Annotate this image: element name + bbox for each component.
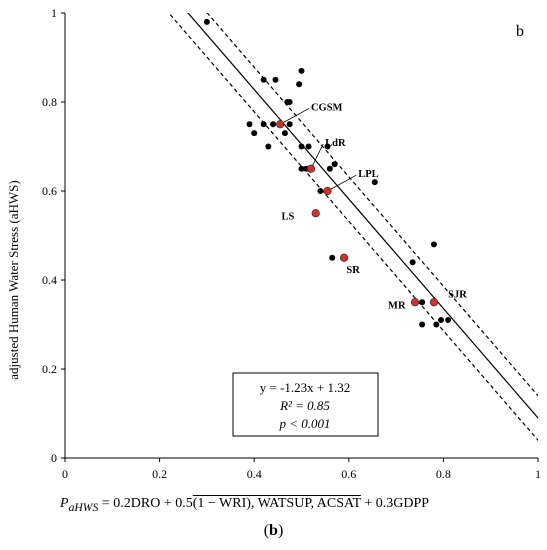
data-point [305, 143, 312, 150]
data-point [433, 321, 440, 328]
r-squared-text: R² = 0.85 [279, 398, 330, 413]
highlighted-point [276, 120, 285, 129]
point-label: LdR [325, 138, 346, 149]
regression-line [187, 13, 538, 419]
data-point [251, 130, 258, 137]
data-point [409, 259, 416, 266]
data-points [203, 18, 452, 328]
lower-band-line [168, 13, 538, 442]
data-point [265, 143, 272, 150]
data-point [326, 165, 333, 172]
point-label: CGSM [311, 102, 343, 113]
scatter-chart: 0 0.2 0.4 0.6 0.8 1 0 0.2 0.4 0.6 0.8 1 adjusted H… [6, 6, 541, 481]
regression-lines [168, 13, 538, 442]
highlighted-point [429, 298, 439, 307]
x-tick-label: 0.8 [436, 467, 451, 481]
point-label: LPL [358, 169, 378, 180]
data-point [324, 143, 331, 150]
panel-label: b [516, 23, 524, 40]
y-tick-label: 0.6 [42, 184, 57, 198]
data-point [272, 76, 279, 83]
data-point [298, 165, 305, 172]
formula-overlined: (1 − WRI), WATSUP, ACSAT [192, 496, 361, 511]
data-point [270, 121, 277, 128]
data-point [331, 161, 338, 168]
point-labels: CGSM LdR LPL LS SR MR SJR [282, 102, 468, 311]
leader-line [280, 108, 310, 125]
leader-line [327, 174, 357, 192]
x-ticks: 0 0.2 0.4 0.6 0.8 1 [62, 458, 541, 481]
label-leader-lines [280, 108, 357, 192]
point-label: SR [346, 265, 360, 276]
data-point [419, 299, 426, 306]
y-axis-label: adjusted Human Water Stress (aHWS) [6, 180, 21, 379]
y-ticks: 0 0.2 0.4 0.6 0.8 1 [42, 6, 65, 465]
data-point [203, 18, 210, 25]
y-tick-label: 0.4 [42, 273, 57, 287]
regression-annotation: y = -1.23x + 1.32 R² = 0.85 p < 0.001 [232, 372, 379, 437]
x-tick-label: 0.2 [152, 467, 167, 481]
data-point [286, 99, 293, 105]
y-tick-label: 0.2 [42, 362, 57, 376]
formula-lhs: P [60, 496, 69, 511]
x-tick-label: 0.4 [247, 467, 262, 481]
data-point [298, 67, 305, 74]
x-tick-label: 0 [62, 467, 68, 481]
equation-text: y = -1.23x + 1.32 [260, 380, 351, 395]
upper-band-line [206, 13, 538, 397]
data-point [286, 121, 293, 128]
data-point [260, 76, 267, 83]
y-tick-label: 0 [51, 451, 57, 465]
highlighted-point [323, 186, 332, 196]
p-value-text: p < 0.001 [278, 416, 330, 431]
formula-lhs-sub: aHWS [68, 500, 99, 514]
y-tick-label: 1 [51, 6, 57, 20]
highlighted-point [339, 253, 349, 262]
caption-label: b [269, 522, 278, 539]
x-tick-label: 0.6 [341, 467, 356, 481]
formula-part1: = 0.2DRO + 0.5 [98, 496, 193, 511]
formula-part2: + 0.3GDPP [360, 496, 430, 511]
data-point [329, 254, 336, 261]
data-point [260, 121, 267, 128]
data-point [371, 179, 378, 186]
data-point [296, 81, 303, 88]
data-point [419, 321, 426, 328]
data-point [430, 241, 437, 248]
caption-close: ) [277, 522, 284, 539]
data-point [445, 317, 452, 324]
formula: PaHWS = 0.2DRO + 0.5(1 − WRI), WATSUP, A… [60, 496, 547, 514]
data-point [298, 143, 305, 150]
data-point [317, 188, 324, 194]
data-point [281, 130, 288, 137]
highlighted-point [306, 164, 316, 173]
annotation-box [232, 372, 379, 437]
highlighted-point [311, 209, 320, 218]
caption-open: ( [263, 522, 270, 539]
point-label: MR [388, 300, 406, 311]
data-point [438, 317, 445, 324]
point-label: LS [282, 211, 295, 222]
y-tick-label: 0.8 [42, 95, 57, 109]
axes [64, 13, 538, 459]
highlighted-point [410, 298, 420, 307]
leader-line [310, 143, 324, 169]
data-point [246, 121, 253, 128]
point-label: SJR [448, 289, 467, 300]
x-tick-label: 1 [535, 467, 541, 481]
figure-caption: (b) [0, 522, 547, 540]
